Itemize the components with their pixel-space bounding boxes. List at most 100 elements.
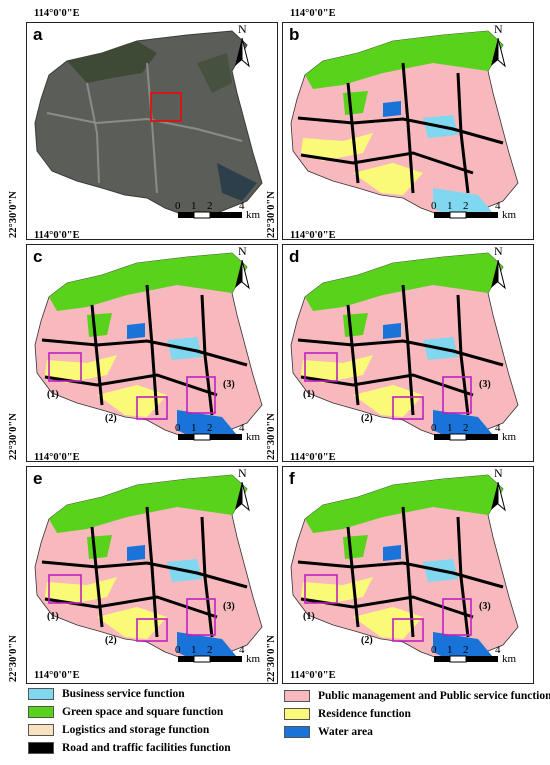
svg-text:4: 4 — [239, 644, 245, 656]
svg-text:2: 2 — [207, 422, 213, 434]
svg-text:km: km — [502, 209, 517, 221]
longitude-label: 114°0'0"E — [290, 8, 336, 19]
land-use-map — [290, 30, 519, 218]
legend-item-water: Water area — [284, 726, 373, 738]
longitude-label: 114°0'0"E — [34, 230, 80, 241]
land-use-map: (1) (2) (3) — [34, 252, 263, 440]
legend-label: Road and traffic facilities function — [62, 742, 231, 754]
legend-item-public: Public management and Public service fun… — [284, 690, 550, 702]
north-arrow-icon: N — [491, 466, 506, 512]
legend-item-logistics: Logistics and storage function — [28, 724, 209, 736]
svg-text:N: N — [238, 466, 247, 480]
longitude-label: 114°0'0"E — [34, 8, 80, 19]
panel-d: (1) (2) (3) d — [282, 244, 534, 462]
legend: Business service function Green space an… — [0, 682, 550, 765]
legend-swatch — [284, 690, 310, 702]
legend-label: Water area — [318, 726, 373, 738]
longitude-label: 114°0'0"E — [34, 452, 80, 463]
svg-text:4: 4 — [239, 200, 245, 212]
panel-letter: b — [289, 25, 300, 44]
scale-bar: 0 1 2 4 km — [431, 644, 517, 665]
svg-text:km: km — [502, 431, 517, 443]
svg-text:N: N — [238, 22, 247, 36]
scale-bar: 0 1 2 4 km — [431, 422, 517, 443]
svg-text:km: km — [246, 431, 261, 443]
legend-item-green-space: Green space and square function — [28, 706, 223, 718]
region-label-1: (1) — [47, 389, 59, 400]
panel-a: a — [26, 22, 278, 240]
north-arrow-icon: N — [235, 22, 250, 68]
longitude-label: 114°0'0"E — [290, 230, 336, 241]
svg-text:1: 1 — [191, 644, 197, 656]
scale-bar: 0 1 2 4 km — [175, 644, 261, 665]
panel-letter: d — [289, 247, 300, 266]
region-label-3: (3) — [479, 379, 491, 390]
land-use-map: (1) (2) (3) — [290, 474, 519, 662]
region-label-2: (2) — [361, 635, 373, 646]
legend-swatch — [284, 708, 310, 720]
svg-text:4: 4 — [239, 422, 245, 434]
north-arrow-icon: N — [235, 244, 250, 290]
scale-bar: 0 1 2 4 km — [431, 200, 517, 221]
svg-text:2: 2 — [463, 200, 469, 212]
legend-swatch — [28, 706, 54, 718]
svg-text:1: 1 — [447, 644, 453, 656]
svg-text:N: N — [494, 22, 503, 36]
longitude-label: 114°0'0"E — [290, 452, 336, 463]
svg-text:0: 0 — [431, 422, 437, 434]
north-arrow-icon: N — [491, 244, 506, 290]
legend-item-road: Road and traffic facilities function — [28, 742, 231, 754]
svg-text:0: 0 — [175, 644, 181, 656]
region-label-1: (1) — [47, 611, 59, 622]
region-label-1: (1) — [303, 611, 315, 622]
panel-letter: a — [33, 25, 43, 44]
legend-swatch — [284, 726, 310, 738]
legend-swatch — [28, 688, 54, 700]
latitude-label: 22°30'0"N — [8, 413, 19, 460]
longitude-label: 114°0'0"E — [290, 670, 336, 681]
svg-text:2: 2 — [207, 644, 213, 656]
region-label-2: (2) — [105, 635, 117, 646]
svg-text:N: N — [494, 466, 503, 480]
panel-e: (1) (2) (3) e — [26, 466, 278, 684]
svg-text:1: 1 — [447, 200, 453, 212]
svg-text:0: 0 — [431, 644, 437, 656]
legend-swatch — [28, 724, 54, 736]
svg-text:4: 4 — [495, 422, 501, 434]
study-area-box — [150, 92, 182, 122]
region-label-3: (3) — [223, 601, 235, 612]
latitude-label: 22°30'0"N — [8, 635, 19, 682]
svg-text:N: N — [494, 244, 503, 258]
latitude-label: 22°30'0"N — [8, 191, 19, 238]
legend-item-business: Business service function — [28, 688, 185, 700]
svg-text:2: 2 — [207, 200, 213, 212]
legend-label: Public management and Public service fun… — [318, 690, 550, 702]
svg-text:2: 2 — [463, 422, 469, 434]
legend-label: Business service function — [62, 688, 185, 700]
svg-text:N: N — [238, 244, 247, 258]
panel-letter: f — [289, 469, 295, 488]
svg-text:0: 0 — [431, 200, 437, 212]
legend-label: Green space and square function — [62, 706, 224, 718]
svg-text:1: 1 — [191, 422, 197, 434]
panel-b: b — [282, 22, 534, 240]
land-use-map: (1) (2) (3) — [34, 474, 263, 662]
longitude-label: 114°0'0"E — [34, 670, 80, 681]
scale-bar: 0 1 2 4 km — [175, 200, 261, 221]
svg-text:km: km — [246, 653, 261, 665]
panel-c: (1) (2) (3) c — [26, 244, 278, 462]
svg-text:km: km — [502, 653, 517, 665]
legend-swatch — [28, 742, 54, 754]
svg-text:0: 0 — [175, 200, 181, 212]
svg-text:1: 1 — [447, 422, 453, 434]
svg-text:4: 4 — [495, 644, 501, 656]
latitude-label: 22°30'0"N — [266, 413, 277, 460]
svg-text:0: 0 — [175, 422, 181, 434]
panel-letter: c — [33, 247, 43, 266]
svg-text:2: 2 — [463, 644, 469, 656]
panel-f: (1) (2) (3) f — [282, 466, 534, 684]
scale-bar: 0 1 2 4 km — [175, 422, 261, 443]
north-arrow-icon: N — [491, 22, 506, 68]
region-label-3: (3) — [479, 601, 491, 612]
